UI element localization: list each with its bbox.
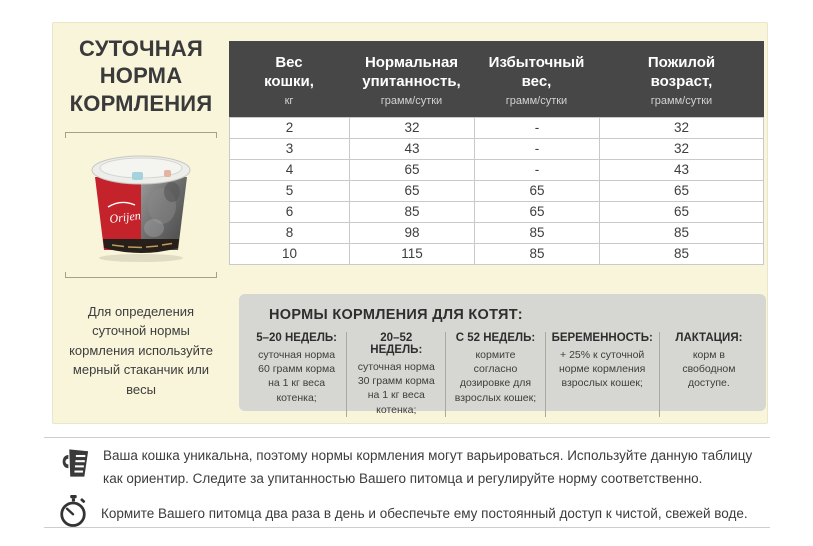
feeding-table-header: Вес кошки, кг Нормальная упитанность, грамм/с…: [229, 41, 764, 117]
column-unit: кг: [284, 94, 294, 107]
table-row: 4 65-43: [230, 158, 763, 180]
left-panel: СУТОЧНАЯ НОРМА КОРМЛЕНИЯ: [63, 35, 219, 399]
table-cell: 43: [599, 159, 763, 180]
photo-frame-top: [65, 131, 217, 138]
table-cell: 43: [349, 138, 474, 159]
table-cell: 85: [599, 222, 763, 243]
table-cell: 32: [599, 117, 763, 138]
table-row: 2 32-32: [230, 117, 763, 138]
note-text: Ваша кошка уникальна, поэтому нормы корм…: [103, 448, 753, 486]
kitten-norm-item: 5–20 НЕДЕЛЬ: суточная норма 60 грамм корм…: [247, 332, 346, 417]
kitten-norms-title: НОРМЫ КОРМЛЕНИЯ ДЛЯ КОТЯТ:: [269, 307, 523, 323]
table-cell: 85: [474, 243, 599, 264]
table-row: 3 43-32: [230, 137, 763, 159]
table-row: 8 98 85 85: [230, 221, 763, 243]
column-title: Избыточный вес,: [488, 54, 585, 90]
table-cell: 10: [230, 243, 349, 264]
table-cell: 85: [474, 222, 599, 243]
table-cell: 32: [349, 117, 474, 138]
kitten-norm-item: БЕРЕМЕННОСТЬ: + 25% к суточной норме корм…: [544, 332, 659, 417]
table-cell: 8: [230, 222, 349, 243]
table-row: 6 85 65 65: [230, 200, 763, 222]
divider-top: [44, 437, 770, 438]
kitten-norm-text: корм в свободном доступе.: [682, 349, 736, 390]
product-brand-label: Orijen: [109, 208, 142, 226]
kitten-norm-item: С 52 НЕДЕЛЬ: кормите согласно дозировке д…: [445, 332, 544, 417]
column-title: Пожилой возраст,: [647, 54, 716, 90]
note-variability: Ваша кошка уникальна, поэтому нормы корм…: [58, 445, 772, 490]
table-cell: 85: [349, 201, 474, 222]
table-cell: 32: [599, 138, 763, 159]
measuring-instruction: Для определения суточной нормы кормления…: [69, 303, 213, 397]
feeding-table: Вес кошки, кг Нормальная упитанность, грамм/с…: [229, 41, 764, 265]
table-cell: -: [474, 159, 599, 180]
table-cell: 3: [230, 138, 349, 159]
table-cell: -: [474, 117, 599, 138]
table-cell: 98: [349, 222, 474, 243]
kitten-columns: 5–20 НЕДЕЛЬ: суточная норма 60 грамм корм…: [247, 332, 758, 417]
table-cell: 85: [599, 243, 763, 264]
feeding-table-body: 2 32-32 3 43-32 4 65-43 5 65 65 65 6 85 65 65 8 98 85 85 1…: [229, 116, 764, 265]
kitten-norm-period: БЕРЕМЕННОСТЬ:: [551, 332, 653, 344]
divider-bottom: [44, 527, 770, 528]
table-cell: 65: [474, 180, 599, 201]
table-cell: 4: [230, 159, 349, 180]
column-header: Нормальная упитанность, грамм/сутки: [349, 41, 474, 117]
table-cell: -: [474, 138, 599, 159]
table-cell: 65: [474, 201, 599, 222]
table-cell: 6: [230, 201, 349, 222]
kitten-norm-period: ЛАКТАЦИЯ:: [675, 332, 743, 344]
kitten-norm-text: кормите согласно дозировке для взрослых …: [454, 349, 537, 404]
page-title: СУТОЧНАЯ НОРМА КОРМЛЕНИЯ: [69, 36, 213, 116]
column-title: Нормальная упитанность,: [362, 54, 461, 90]
feeding-info-card: СУТОЧНАЯ НОРМА КОРМЛЕНИЯ: [52, 22, 768, 424]
column-header: Пожилой возраст, грамм/сутки: [599, 41, 764, 117]
kitten-norms-box: НОРМЫ КОРМЛЕНИЯ ДЛЯ КОТЯТ: 5–20 НЕДЕЛЬ: с…: [239, 294, 766, 417]
kitten-norm-item: ЛАКТАЦИЯ: корм в свободном доступе.: [658, 332, 758, 417]
column-title: Вес кошки,: [264, 54, 314, 90]
table-cell: 65: [599, 201, 763, 222]
kitten-norm-period: 20–52 НЕДЕЛЬ:: [370, 332, 423, 356]
kitten-norm-text: суточная норма 60 грамм корма на 1 кг ве…: [258, 349, 336, 404]
kitten-norm-period: С 52 НЕДЕЛЬ:: [455, 332, 536, 344]
product-photo: Orijen: [63, 138, 219, 272]
kitten-norm-period: 5–20 НЕДЕЛЬ:: [256, 332, 337, 344]
column-unit: грамм/сутки: [505, 94, 568, 107]
stopwatch-icon: [58, 495, 88, 533]
photo-frame-bottom: [65, 271, 217, 278]
table-cell: 115: [349, 243, 474, 264]
table-row: 5 65 65 65: [230, 179, 763, 201]
cat-food-tub-image: Orijen: [91, 155, 191, 262]
column-header: Вес кошки, кг: [229, 41, 349, 117]
measuring-cup-icon: [58, 445, 90, 485]
column-header: Избыточный вес, грамм/сутки: [474, 41, 599, 117]
note-text: Кормите Вашего питомца два раза в день и…: [101, 505, 748, 521]
table-cell: 65: [599, 180, 763, 201]
note-feeding-schedule: Кормите Вашего питомца два раза в день и…: [58, 495, 772, 533]
kitten-norm-item: 20–52 НЕДЕЛЬ: суточная норма 30 грамм кор…: [346, 332, 445, 417]
table-row: 10 115 85 85: [230, 242, 763, 264]
table-cell: 5: [230, 180, 349, 201]
table-cell: 2: [230, 117, 349, 138]
kitten-norm-text: + 25% к суточной норме кормления взрослы…: [558, 349, 646, 390]
column-unit: грамм/сутки: [380, 94, 443, 107]
table-cell: 65: [349, 159, 474, 180]
column-unit: грамм/сутки: [650, 94, 713, 107]
kitten-norm-text: суточная норма 30 грамм корма на 1 кг ве…: [357, 361, 435, 416]
table-cell: 65: [349, 180, 474, 201]
